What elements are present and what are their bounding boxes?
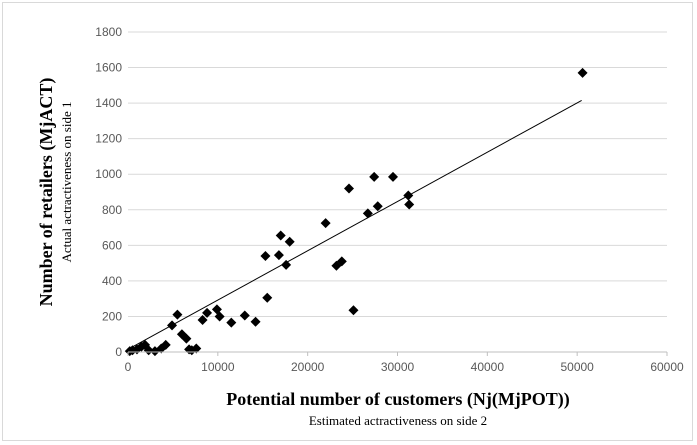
data-point [191,343,202,354]
y-tick-label: 1200 [95,132,122,146]
gridlines [128,31,667,317]
y-tick-label: 400 [102,274,122,288]
data-point [160,339,171,350]
data-point [262,292,273,303]
x-tick-label: 10000 [201,360,235,374]
data-point [320,218,331,229]
data-point [260,251,271,261]
y-tick-label: 200 [102,309,122,323]
data-point [284,236,295,247]
data-point [362,208,373,219]
data-point [343,183,354,194]
y-tick-label: 600 [102,238,122,252]
chart-frame [2,2,693,441]
y-tick-label: 1400 [95,96,122,110]
y-axis-sublabel: Actual actractiveness on side 1 [59,102,74,263]
data-point [214,311,225,322]
trendline [127,100,582,350]
x-tick-label: 50000 [560,360,594,374]
x-tick-label: 0 [125,360,132,374]
data-point [202,307,213,318]
data-point [167,320,178,331]
data-point [577,67,588,78]
data-point [250,316,261,327]
y-axis-label: Number of retailers (MjACT) [36,78,57,307]
y-axis-ticks: 0 200 400 600 800 1000 1200 1400 1600 1800 [95,25,122,359]
x-axis-sublabel: Estimated actractiveness on side 2 [309,413,487,428]
data-point [372,201,383,212]
trendline-group [127,100,582,350]
data-point [281,259,292,270]
y-tick-label: 1600 [95,61,122,75]
x-tick-label: 30000 [381,360,415,374]
data-point [197,315,208,325]
data-point [336,256,347,267]
x-axis-ticks: 0 10000 20000 30000 40000 50000 60000 [125,352,684,374]
y-tick-label: 800 [102,203,122,217]
data-point [181,333,192,344]
x-axis-label: Potential number of customers (Nj(MjPOT)… [226,389,570,410]
data-point [273,250,284,261]
data-point [143,345,154,356]
x-tick-label: 40000 [471,360,505,374]
data-point [404,199,415,210]
data-point [239,310,250,321]
data-points [124,67,588,357]
y-tick-label: 1800 [95,25,122,39]
data-point [388,171,399,182]
data-point [348,305,359,316]
x-tick-label: 20000 [291,360,325,374]
y-tick-label: 0 [115,345,122,359]
data-point [369,171,380,182]
data-point [275,230,286,241]
y-tick-label: 1000 [95,167,122,181]
data-point [226,317,237,328]
data-point [172,309,183,320]
data-point [403,190,414,201]
x-tick-label: 60000 [650,360,684,374]
